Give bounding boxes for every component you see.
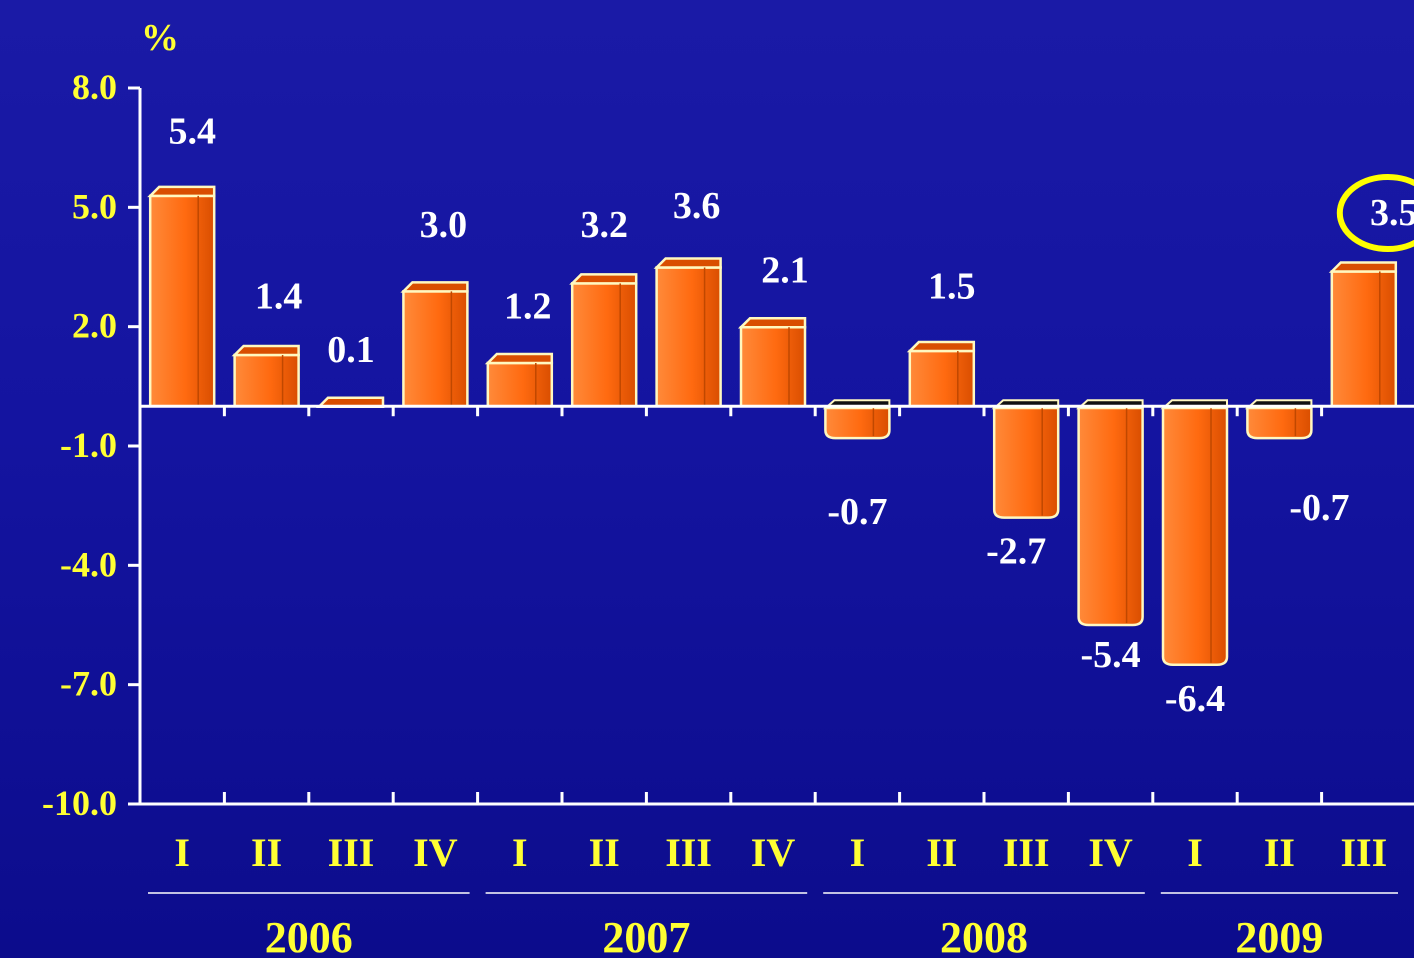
y-axis: 8.0 5.0 2.0 -1.0 -4.0 -7.0 -10.0: [42, 67, 142, 823]
data-label: 3.0: [420, 204, 468, 246]
data-label: -0.7: [1289, 487, 1349, 529]
x-tick-label: IV: [1088, 830, 1133, 875]
bar: [400, 281, 469, 408]
y-tick-label: 8.0: [72, 67, 117, 107]
year-label: 2008: [940, 913, 1028, 958]
bar: [991, 399, 1060, 519]
x-axis: [140, 404, 1414, 806]
bar-body: [1161, 404, 1229, 667]
highlight-circle: [1336, 174, 1414, 252]
year-labels: 2006 2007 2008 2009: [148, 892, 1398, 958]
bar: [484, 352, 554, 408]
data-label: 3.6: [673, 185, 721, 227]
year-label: 2007: [602, 913, 690, 958]
bar-top: [400, 281, 469, 293]
data-label: -6.4: [1165, 678, 1225, 720]
y-tick-label: -7.0: [60, 664, 117, 704]
bar-body: [486, 361, 554, 408]
bar-top: [1328, 261, 1398, 273]
bar-body: [824, 404, 891, 440]
y-unit-label: %: [141, 17, 179, 59]
bar: [1160, 399, 1229, 667]
x-tick-label: II: [589, 830, 620, 875]
data-label: 3.5: [1370, 192, 1414, 234]
bar-top: [906, 340, 976, 353]
bar-body: [739, 325, 807, 408]
bar-top: [484, 352, 554, 365]
x-tick-label: III: [1340, 830, 1387, 875]
x-tick-label: II: [251, 830, 282, 875]
y-tick-label: -4.0: [60, 544, 117, 584]
x-tick-label: III: [1003, 830, 1050, 875]
data-label: 5.4: [168, 110, 216, 152]
data-label: 1.2: [504, 285, 552, 327]
bar-top: [653, 257, 722, 269]
bar-body: [655, 266, 722, 408]
bar-body: [1077, 404, 1144, 627]
bar-body: [148, 194, 216, 408]
value-labels: 5.41.40.13.01.23.2 3.62.1-0.71.5-2.7-5.4-…: [168, 110, 1414, 719]
bar: [906, 340, 976, 408]
bar: [737, 316, 807, 408]
x-tick-label: I: [1187, 830, 1203, 875]
bar-body: [992, 404, 1060, 519]
bar-top: [231, 344, 300, 357]
bar-top: [147, 185, 216, 198]
bar: [147, 185, 216, 408]
y-tick-label: -1.0: [60, 425, 117, 465]
bar-top: [737, 316, 807, 329]
x-tick-label: III: [665, 830, 712, 875]
bar: [1075, 399, 1144, 627]
bar-body: [233, 353, 300, 408]
data-label: 0.1: [327, 329, 375, 371]
x-tick-label: II: [926, 830, 957, 875]
y-tick-label: 5.0: [72, 186, 117, 226]
bar-body: [570, 282, 638, 408]
data-label: -5.4: [1081, 634, 1141, 676]
x-tick-label: I: [512, 830, 528, 875]
bar: [653, 257, 722, 408]
x-tick-label: IV: [413, 830, 458, 875]
x-tick-labels: I II III IV I II III IV I II III IV I II III: [174, 830, 1387, 875]
x-tick-label: I: [850, 830, 866, 875]
y-tick-label: -10.0: [42, 783, 117, 823]
bar: [822, 399, 891, 440]
x-tick-label: II: [1264, 830, 1295, 875]
year-label: 2009: [1235, 913, 1323, 958]
x-tick-label: I: [174, 830, 190, 875]
year-label: 2006: [265, 913, 353, 958]
x-tick-label: IV: [751, 830, 796, 875]
bar: [569, 273, 638, 408]
data-label: 1.5: [928, 266, 976, 308]
bar-top: [569, 273, 638, 285]
bar: [1244, 399, 1313, 440]
bar: [231, 344, 300, 408]
bar-body: [1246, 404, 1313, 440]
bar-body: [402, 290, 469, 408]
bar: [1328, 261, 1398, 408]
y-tick-label: 2.0: [72, 306, 117, 346]
x-tick-label: III: [328, 830, 375, 875]
data-label: 1.4: [255, 276, 303, 318]
data-label: 3.2: [580, 204, 628, 246]
data-label: -0.7: [827, 491, 887, 533]
bar-body: [908, 349, 976, 408]
bar-body: [1330, 270, 1398, 408]
data-label: 2.1: [761, 250, 809, 292]
highlight: [1336, 174, 1414, 252]
data-label: -2.7: [986, 531, 1046, 573]
